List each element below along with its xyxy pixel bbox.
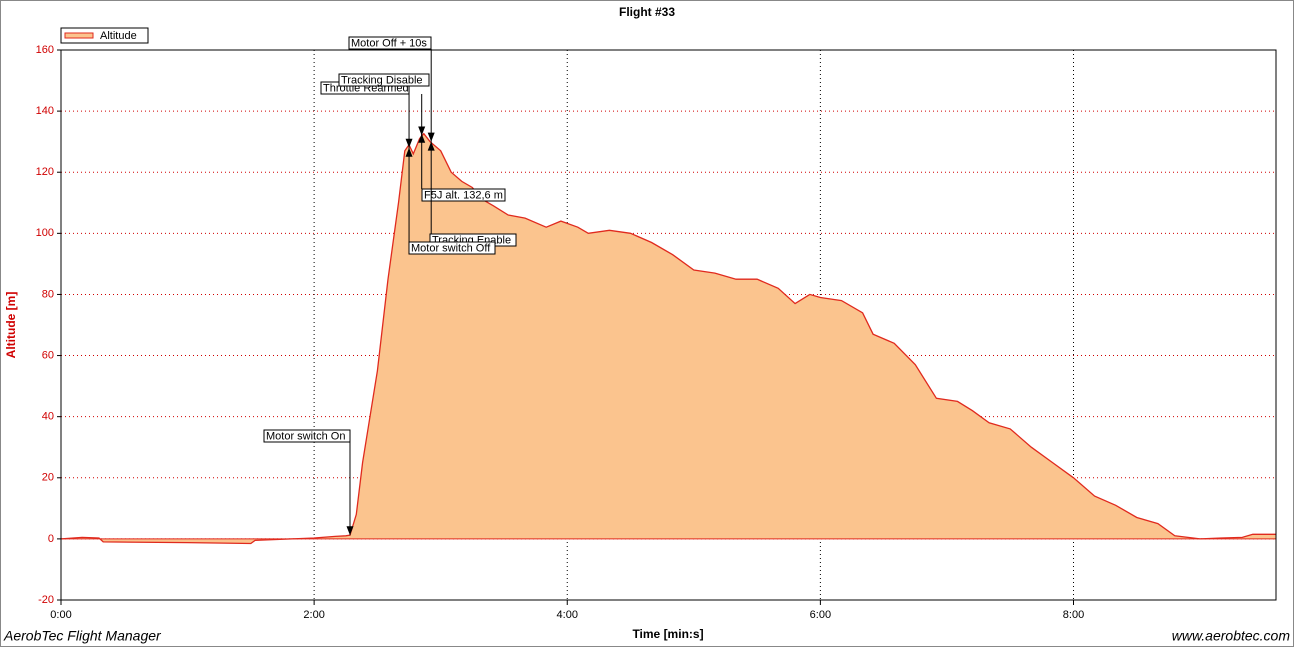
area-fill xyxy=(61,133,1276,544)
x-tick-label: 6:00 xyxy=(810,609,831,621)
annotation-arrow xyxy=(418,133,426,143)
annotation-box xyxy=(338,73,430,87)
annotation-text: Motor Off + 10s xyxy=(351,37,427,49)
annotation-text: Tracking Disable xyxy=(341,74,423,86)
annotation-box xyxy=(263,429,351,443)
annotation-box xyxy=(348,36,432,50)
y-tick-label: -20 xyxy=(38,594,54,606)
annotation-box xyxy=(408,241,496,255)
x-tick-label: 2:00 xyxy=(303,609,324,621)
y-tick-label: 140 xyxy=(36,105,54,117)
y-tick-label: 40 xyxy=(42,411,54,423)
y-tick-label: 160 xyxy=(36,44,54,56)
annotation-text: F5J alt. 132,6 m xyxy=(424,189,503,201)
annotation-arrow xyxy=(427,141,435,151)
y-tick-label: 120 xyxy=(36,166,54,178)
y-tick-label: 100 xyxy=(36,227,54,239)
annotation-arrow xyxy=(405,138,413,148)
x-tick-label: 4:00 xyxy=(557,609,578,621)
chart-title: Flight #33 xyxy=(619,5,675,19)
legend-label: Altitude xyxy=(100,30,137,42)
annotation-arrow xyxy=(418,126,426,136)
footer-right: www.aerobtec.com xyxy=(1172,628,1291,644)
area-line xyxy=(60,132,1276,545)
legend-swatch xyxy=(64,32,94,39)
legend-box xyxy=(60,27,149,44)
y-tick-label: 0 xyxy=(48,533,54,545)
y-axis-label: Altitude [m] xyxy=(4,292,18,359)
plot-border xyxy=(60,49,1277,601)
annotation-text: Motor switch On xyxy=(266,430,345,442)
x-tick-label: 0:00 xyxy=(50,609,71,621)
annotation-arrow xyxy=(346,526,354,536)
annotation-text: Motor switch Off xyxy=(411,242,491,254)
y-tick-label: 60 xyxy=(42,349,54,361)
footer-left: AerobTec Flight Manager xyxy=(3,628,162,644)
annotation-arrow xyxy=(405,147,413,157)
y-tick-label: 20 xyxy=(42,472,54,484)
annotation-box xyxy=(421,188,506,202)
annotation-arrow xyxy=(427,132,435,142)
x-axis-label: Time [min:s] xyxy=(632,627,703,641)
y-tick-label: 80 xyxy=(42,288,54,300)
x-tick-label: 8:00 xyxy=(1063,609,1084,621)
